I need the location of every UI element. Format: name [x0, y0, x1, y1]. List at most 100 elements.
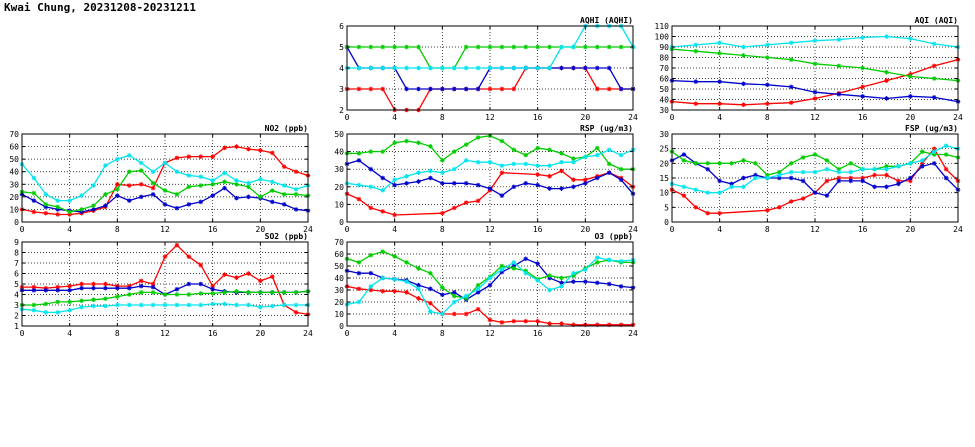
- data-point-green: [705, 161, 711, 166]
- data-point-cyan: [246, 302, 251, 308]
- data-point-red: [115, 181, 120, 187]
- data-point-cyan: [380, 188, 386, 193]
- x-tick-label: 8: [115, 225, 120, 234]
- data-point-cyan: [824, 166, 830, 172]
- data-point-cyan: [31, 175, 37, 181]
- data-point-blue: [138, 283, 144, 289]
- data-point-blue: [547, 186, 552, 191]
- data-point-blue: [281, 202, 287, 207]
- data-point-cyan: [428, 168, 433, 174]
- data-point-green: [788, 57, 794, 62]
- data-point-cyan: [440, 65, 445, 71]
- data-point-green: [511, 147, 517, 153]
- data-point-cyan: [776, 172, 782, 178]
- data-point-blue: [234, 195, 239, 201]
- data-point-blue: [463, 86, 469, 92]
- data-point-cyan: [55, 198, 61, 203]
- data-point-cyan: [547, 163, 552, 168]
- data-point-green: [824, 158, 830, 163]
- data-point-cyan: [535, 278, 540, 283]
- x-tick-label: 12: [485, 225, 495, 234]
- data-point-cyan: [463, 158, 469, 163]
- x-tick-label: 16: [858, 225, 868, 234]
- y-tick-label: 50: [334, 262, 344, 271]
- data-point-cyan: [523, 161, 529, 167]
- data-point-red: [43, 210, 49, 216]
- data-point-green: [547, 44, 552, 50]
- data-point-green: [150, 180, 156, 186]
- data-point-green: [547, 273, 552, 278]
- data-point-blue: [380, 175, 386, 181]
- x-tick-label: 12: [485, 329, 495, 338]
- data-point-blue: [451, 180, 457, 186]
- data-point-red: [931, 63, 937, 69]
- data-point-green: [693, 48, 699, 54]
- data-point-cyan: [836, 169, 842, 175]
- data-point-cyan: [67, 198, 72, 203]
- data-point-blue: [618, 177, 624, 183]
- data-point-red: [269, 150, 275, 156]
- data-point-cyan: [487, 159, 493, 165]
- data-point-blue: [416, 282, 421, 288]
- data-point-cyan: [416, 286, 421, 292]
- data-point-blue: [559, 65, 564, 71]
- y-tick-label: 2: [14, 312, 19, 321]
- data-point-red: [475, 198, 481, 204]
- data-point-green: [356, 151, 362, 156]
- data-point-blue: [583, 180, 588, 186]
- data-point-green: [836, 63, 842, 69]
- data-point-red: [246, 146, 251, 152]
- data-point-red: [368, 86, 374, 92]
- x-tick-label: 16: [858, 113, 868, 122]
- data-point-red: [103, 281, 108, 287]
- data-point-green: [150, 290, 156, 295]
- data-point-green: [475, 44, 481, 50]
- y-tick-label: 30: [9, 180, 19, 189]
- data-point-cyan: [884, 166, 889, 172]
- data-point-blue: [198, 281, 204, 287]
- data-point-green: [416, 44, 421, 50]
- data-point-red: [440, 210, 445, 216]
- data-point-red: [162, 254, 168, 259]
- data-point-blue: [451, 86, 457, 92]
- data-point-green: [258, 194, 263, 200]
- data-point-blue: [943, 175, 949, 181]
- data-point-red: [499, 86, 505, 92]
- data-point-green: [55, 299, 61, 305]
- data-point-blue: [186, 202, 192, 207]
- data-point-blue: [404, 86, 409, 92]
- data-point-green: [523, 152, 529, 158]
- data-point-green: [523, 44, 529, 50]
- data-point-cyan: [428, 309, 433, 314]
- data-point-red: [392, 288, 397, 294]
- x-tick-label: 12: [160, 225, 170, 234]
- y-tick-label: 0: [339, 218, 344, 227]
- data-point-red: [404, 290, 409, 295]
- data-point-red: [523, 318, 529, 324]
- data-point-red: [717, 101, 722, 106]
- data-point-blue: [705, 166, 711, 172]
- data-point-cyan: [511, 65, 517, 71]
- data-point-green: [416, 140, 421, 146]
- data-point-blue: [79, 285, 84, 291]
- data-point-cyan: [234, 178, 239, 183]
- y-tick-label: 20: [334, 298, 344, 307]
- data-point-cyan: [606, 147, 612, 153]
- data-point-red: [475, 306, 481, 312]
- data-point-blue: [162, 202, 168, 207]
- data-point-cyan: [812, 169, 818, 175]
- data-point-blue: [931, 161, 937, 166]
- data-point-blue: [741, 175, 746, 181]
- y-tick-label: 80: [659, 54, 669, 63]
- data-point-cyan: [693, 42, 699, 48]
- data-point-cyan: [800, 169, 806, 175]
- data-point-blue: [872, 184, 877, 190]
- data-point-blue: [618, 86, 624, 92]
- data-point-blue: [860, 178, 865, 184]
- data-point-green: [198, 183, 204, 188]
- data-point-blue: [606, 281, 612, 287]
- data-point-cyan: [416, 170, 421, 176]
- data-point-cyan: [428, 65, 433, 71]
